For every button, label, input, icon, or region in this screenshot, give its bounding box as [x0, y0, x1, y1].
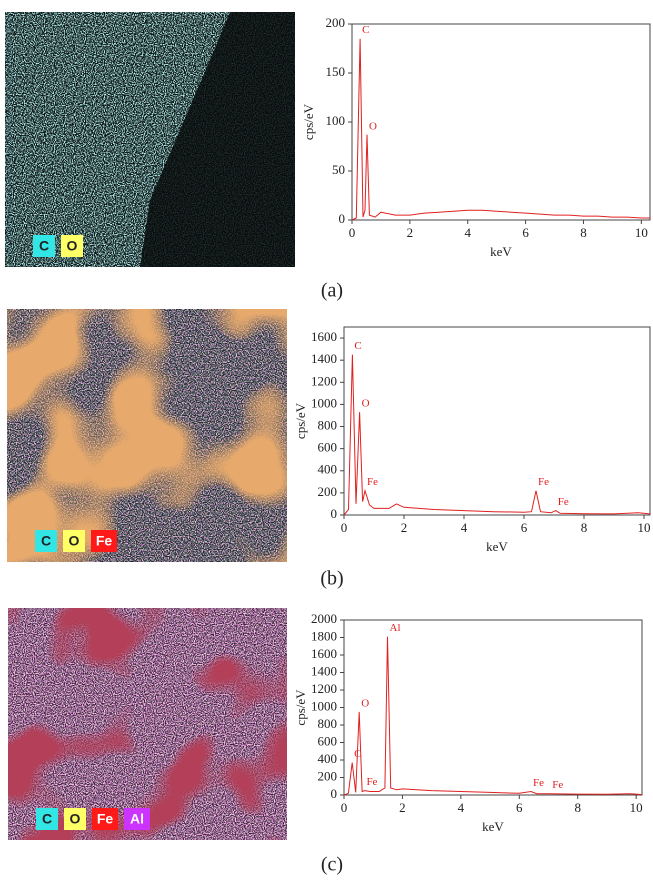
map-image — [5, 12, 295, 267]
peak-label: O — [362, 398, 370, 410]
peak-label: C — [362, 24, 369, 36]
map-legend-swatch — [61, 235, 83, 257]
x-tick-label: 0 — [349, 225, 356, 240]
y-tick-label: 1600 — [311, 329, 337, 344]
x-tick-label: 2 — [407, 225, 414, 240]
map-legend-label: C — [41, 533, 51, 549]
y-tick-label: 1200 — [311, 681, 337, 696]
peak-label: Fe — [533, 777, 544, 789]
y-axis-label: cps/eV — [301, 103, 316, 140]
y-tick-label: 2000 — [311, 611, 337, 626]
peak-label: Fe — [552, 779, 563, 791]
y-tick-label: 600 — [318, 733, 338, 748]
x-tick-label: 0 — [341, 520, 348, 535]
map-legend-label: O — [67, 238, 78, 254]
y-tick-label: 1600 — [311, 646, 337, 661]
spectrum-line — [343, 636, 643, 796]
peak-label: C — [354, 340, 361, 352]
map-legend-swatch — [64, 808, 86, 830]
x-tick-label: 8 — [574, 800, 581, 815]
map-legend-swatch — [91, 530, 117, 552]
x-tick-label: 0 — [341, 800, 348, 815]
x-tick-label: 4 — [464, 225, 471, 240]
y-tick-label: 200 — [326, 15, 346, 30]
x-axis-label: keV — [486, 539, 508, 554]
y-tick-label: 1200 — [311, 373, 337, 388]
x-tick-label: 10 — [630, 800, 643, 815]
peak-label: O — [369, 120, 377, 132]
map-legend-label: C — [42, 811, 52, 827]
x-axis-label: keV — [482, 819, 504, 834]
panel-caption: (b) — [320, 568, 343, 590]
peak-label: Fe — [538, 476, 549, 488]
peak-label: Fe — [558, 496, 569, 508]
x-tick-label: 6 — [522, 225, 529, 240]
map-legend-swatch — [124, 808, 150, 830]
peak-label: O — [361, 697, 369, 709]
map-legend-label: Fe — [97, 811, 114, 827]
y-tick-label: 800 — [318, 716, 338, 731]
y-tick-label: 100 — [326, 113, 346, 128]
y-tick-label: 200 — [318, 484, 338, 499]
y-tick-label: 0 — [331, 786, 338, 801]
y-tick-label: 150 — [326, 64, 346, 79]
peak-label: Fe — [366, 776, 377, 788]
plot-frame — [343, 326, 651, 516]
x-tick-label: 10 — [635, 225, 648, 240]
y-tick-label: 400 — [318, 751, 338, 766]
y-axis-label: cps/eV — [293, 689, 308, 726]
map-image — [7, 309, 287, 562]
x-tick-label: 6 — [516, 800, 523, 815]
peak-label: Fe — [367, 476, 378, 488]
peak-label: Al — [390, 622, 401, 634]
x-tick-label: 10 — [638, 520, 651, 535]
panel-caption: (c) — [321, 854, 343, 876]
y-tick-label: 0 — [339, 211, 346, 226]
x-tick-label: 4 — [461, 520, 468, 535]
map-legend-label: O — [70, 811, 81, 827]
spectrum-line — [343, 354, 651, 516]
peak-label: C — [354, 748, 361, 760]
y-tick-label: 1400 — [311, 351, 337, 366]
y-tick-label: 1400 — [311, 663, 337, 678]
x-tick-label: 8 — [581, 520, 588, 535]
map-legend-label: O — [69, 533, 80, 549]
plot-frame — [351, 23, 651, 221]
y-axis-label: cps/eV — [293, 402, 308, 439]
x-tick-label: 6 — [521, 520, 528, 535]
y-tick-label: 400 — [318, 462, 338, 477]
y-tick-label: 600 — [318, 440, 338, 455]
x-tick-label: 2 — [401, 520, 408, 535]
map-legend-swatch — [92, 808, 118, 830]
map-legend-swatch — [35, 530, 57, 552]
spectrum-line — [351, 38, 650, 221]
x-tick-label: 8 — [580, 225, 587, 240]
map-legend-label: C — [39, 238, 49, 254]
y-tick-label: 200 — [318, 768, 338, 783]
y-tick-label: 1000 — [311, 395, 337, 410]
x-tick-label: 4 — [458, 800, 465, 815]
map-image — [8, 608, 287, 840]
panel-caption: (a) — [321, 280, 343, 302]
y-tick-label: 1000 — [311, 698, 337, 713]
y-tick-label: 800 — [318, 418, 338, 433]
y-tick-label: 1800 — [311, 628, 337, 643]
map-legend-swatch — [33, 235, 55, 257]
map-legend-swatch — [63, 530, 85, 552]
map-legend-swatch — [36, 808, 58, 830]
y-tick-label: 0 — [331, 506, 338, 521]
y-tick-label: 50 — [332, 162, 345, 177]
map-legend-label: Al — [130, 811, 144, 827]
x-axis-label: keV — [490, 244, 512, 259]
map-legend-label: Fe — [96, 533, 113, 549]
x-tick-label: 2 — [399, 800, 406, 815]
